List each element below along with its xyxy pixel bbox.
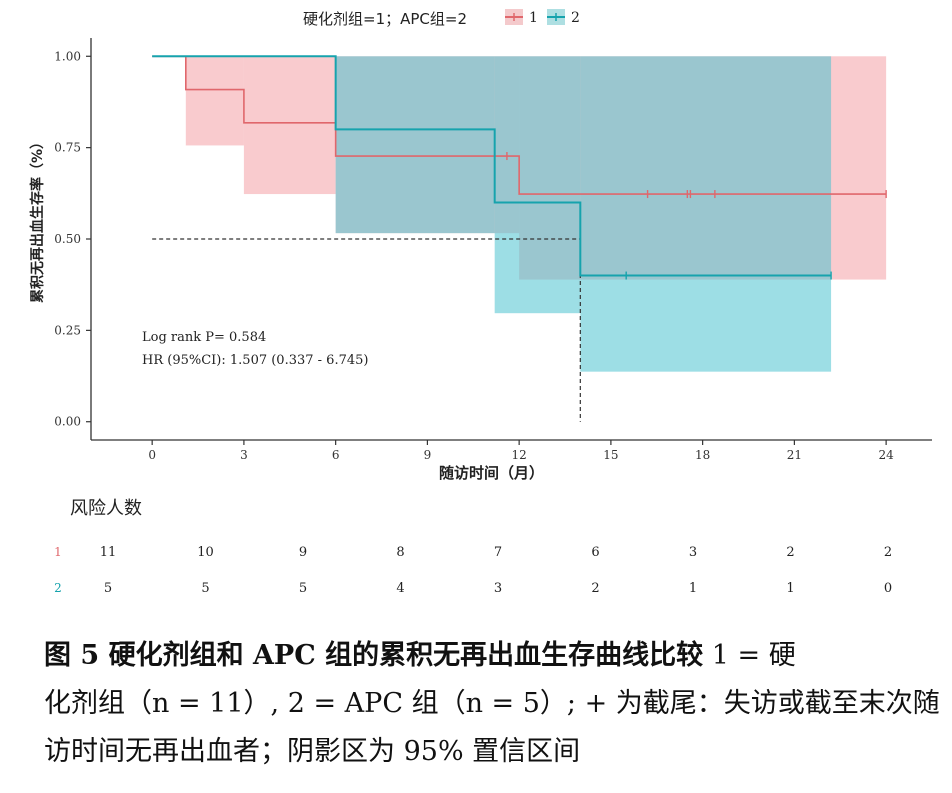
risk-count-cell: 2 xyxy=(591,581,599,596)
risk-count-cell: 10 xyxy=(197,545,214,560)
km-chart: 0 3 6 9 12 15 18 21 240.000.250.500.751.00随访时间（月… xyxy=(29,9,932,596)
risk-count-cell: 4 xyxy=(396,581,404,596)
risk-count-cell: 9 xyxy=(299,545,307,560)
x-axis-label: 随访时间（月） xyxy=(439,464,544,482)
legend-label-2: 2 xyxy=(571,10,580,26)
x-tick-label: 3 xyxy=(240,448,248,462)
caption-line-2: 化剂组（n = 11）, 2 = APC 组（n = 5）; + 为截尾：失访或… xyxy=(44,688,940,719)
x-tick-label: 9 xyxy=(424,448,432,462)
x-tick-label: 6 xyxy=(332,448,340,462)
x-tick-label: 18 xyxy=(695,448,710,462)
risk-row-label-2: 2 xyxy=(54,581,62,595)
confidence-bands xyxy=(185,56,887,372)
risk-count-cell: 0 xyxy=(884,581,892,596)
survival-curves xyxy=(152,55,887,422)
ci-band-series-1 xyxy=(243,56,336,195)
risk-count-cell: 1 xyxy=(786,581,794,596)
risk-table-title: 风险人数 xyxy=(70,498,142,519)
figure-caption: 图 5 硬化剂组和 APC 组的累积无再出血生存曲线比较 1 = 硬 化剂组（n… xyxy=(44,632,940,776)
risk-count-cell: 7 xyxy=(494,545,502,560)
risk-count-cell: 11 xyxy=(100,545,117,560)
risk-count-cell: 2 xyxy=(884,545,892,560)
risk-row-label-1: 1 xyxy=(54,545,62,559)
x-tick-label: 0 xyxy=(148,448,156,462)
legend-label-1: 1 xyxy=(529,10,538,26)
log-rank-annotation: Log rank P= 0.584 xyxy=(142,330,266,345)
y-tick-label: 0.00 xyxy=(54,415,81,429)
legend: 硬化剂组=1；APC组=2 1 2 xyxy=(303,9,580,28)
risk-count-cell: 3 xyxy=(689,545,697,560)
x-tick-label: 12 xyxy=(512,448,527,462)
ci-band-series-2 xyxy=(494,56,581,314)
caption-line-1: 图 5 硬化剂组和 APC 组的累积无再出血生存曲线比较 1 = 硬 xyxy=(44,632,934,680)
survival-curve-series-1 xyxy=(152,55,887,195)
caption-line-1-suffix: 1 = 硬 xyxy=(703,640,796,671)
risk-count-cell: 1 xyxy=(689,581,697,596)
x-tick-label: 15 xyxy=(603,448,618,462)
ci-band-series-2 xyxy=(335,56,495,234)
annotations: Log rank P= 0.584 HR (95%CI): 1.507 (0.33… xyxy=(142,330,368,368)
y-tick-label: 0.50 xyxy=(54,232,81,246)
y-tick-label: 1.00 xyxy=(54,49,81,63)
caption-line-3: 访时间无再出血者；阴影区为 95% 置信区间 xyxy=(44,736,581,767)
risk-count-cell: 5 xyxy=(104,581,112,596)
axes: 0 3 6 9 12 15 18 21 24 0.00 0.25 0.50 0.75 1.00 随访时间（月… xyxy=(29,38,932,482)
y-tick-label: 0.75 xyxy=(54,141,81,155)
risk-count-cell: 5 xyxy=(201,581,209,596)
y-axis-label: 累积无再出血生存率（%） xyxy=(29,135,46,303)
risk-count-cell: 8 xyxy=(396,545,404,560)
survival-curve-series-2 xyxy=(152,55,832,277)
y-tick-label: 0.25 xyxy=(54,323,81,337)
risk-count-cell: 2 xyxy=(786,545,794,560)
ci-band-series-2 xyxy=(580,56,832,372)
x-tick-label: 24 xyxy=(878,448,894,462)
ci-band-series-1 xyxy=(185,56,244,146)
risk-count-cell: 5 xyxy=(299,581,307,596)
risk-count-cell: 3 xyxy=(494,581,502,596)
legend-title: 硬化剂组=1；APC组=2 xyxy=(303,10,467,28)
x-tick-label: 21 xyxy=(787,448,802,462)
risk-count-cell: 6 xyxy=(591,545,599,560)
hazard-ratio-annotation: HR (95%CI): 1.507 (0.337 - 6.745) xyxy=(142,353,368,368)
caption-title: 图 5 硬化剂组和 APC 组的累积无再出血生存曲线比较 xyxy=(44,640,704,671)
